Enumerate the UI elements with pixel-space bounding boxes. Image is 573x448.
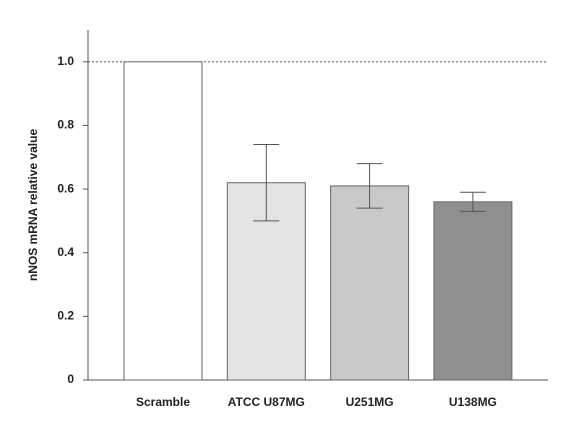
y-axis-label: nNOS mRNA relative value: [26, 129, 40, 282]
y-tick-label: 0.6: [57, 181, 74, 195]
y-tick-label: 0: [67, 372, 74, 386]
y-tick-label: 1.0: [57, 54, 74, 68]
bar: [330, 185, 410, 381]
bar: [123, 61, 203, 381]
y-tick-label: 0.4: [57, 245, 74, 259]
x-tick-label: ATCC U87MG: [228, 395, 305, 409]
x-tick-label: Scramble: [136, 395, 190, 409]
y-tick-label: 0.2: [57, 309, 74, 323]
y-tick-label: 0.8: [57, 118, 74, 132]
bar: [433, 201, 513, 381]
x-tick-label: U251MG: [346, 395, 394, 409]
x-tick-label: U138MG: [449, 395, 497, 409]
